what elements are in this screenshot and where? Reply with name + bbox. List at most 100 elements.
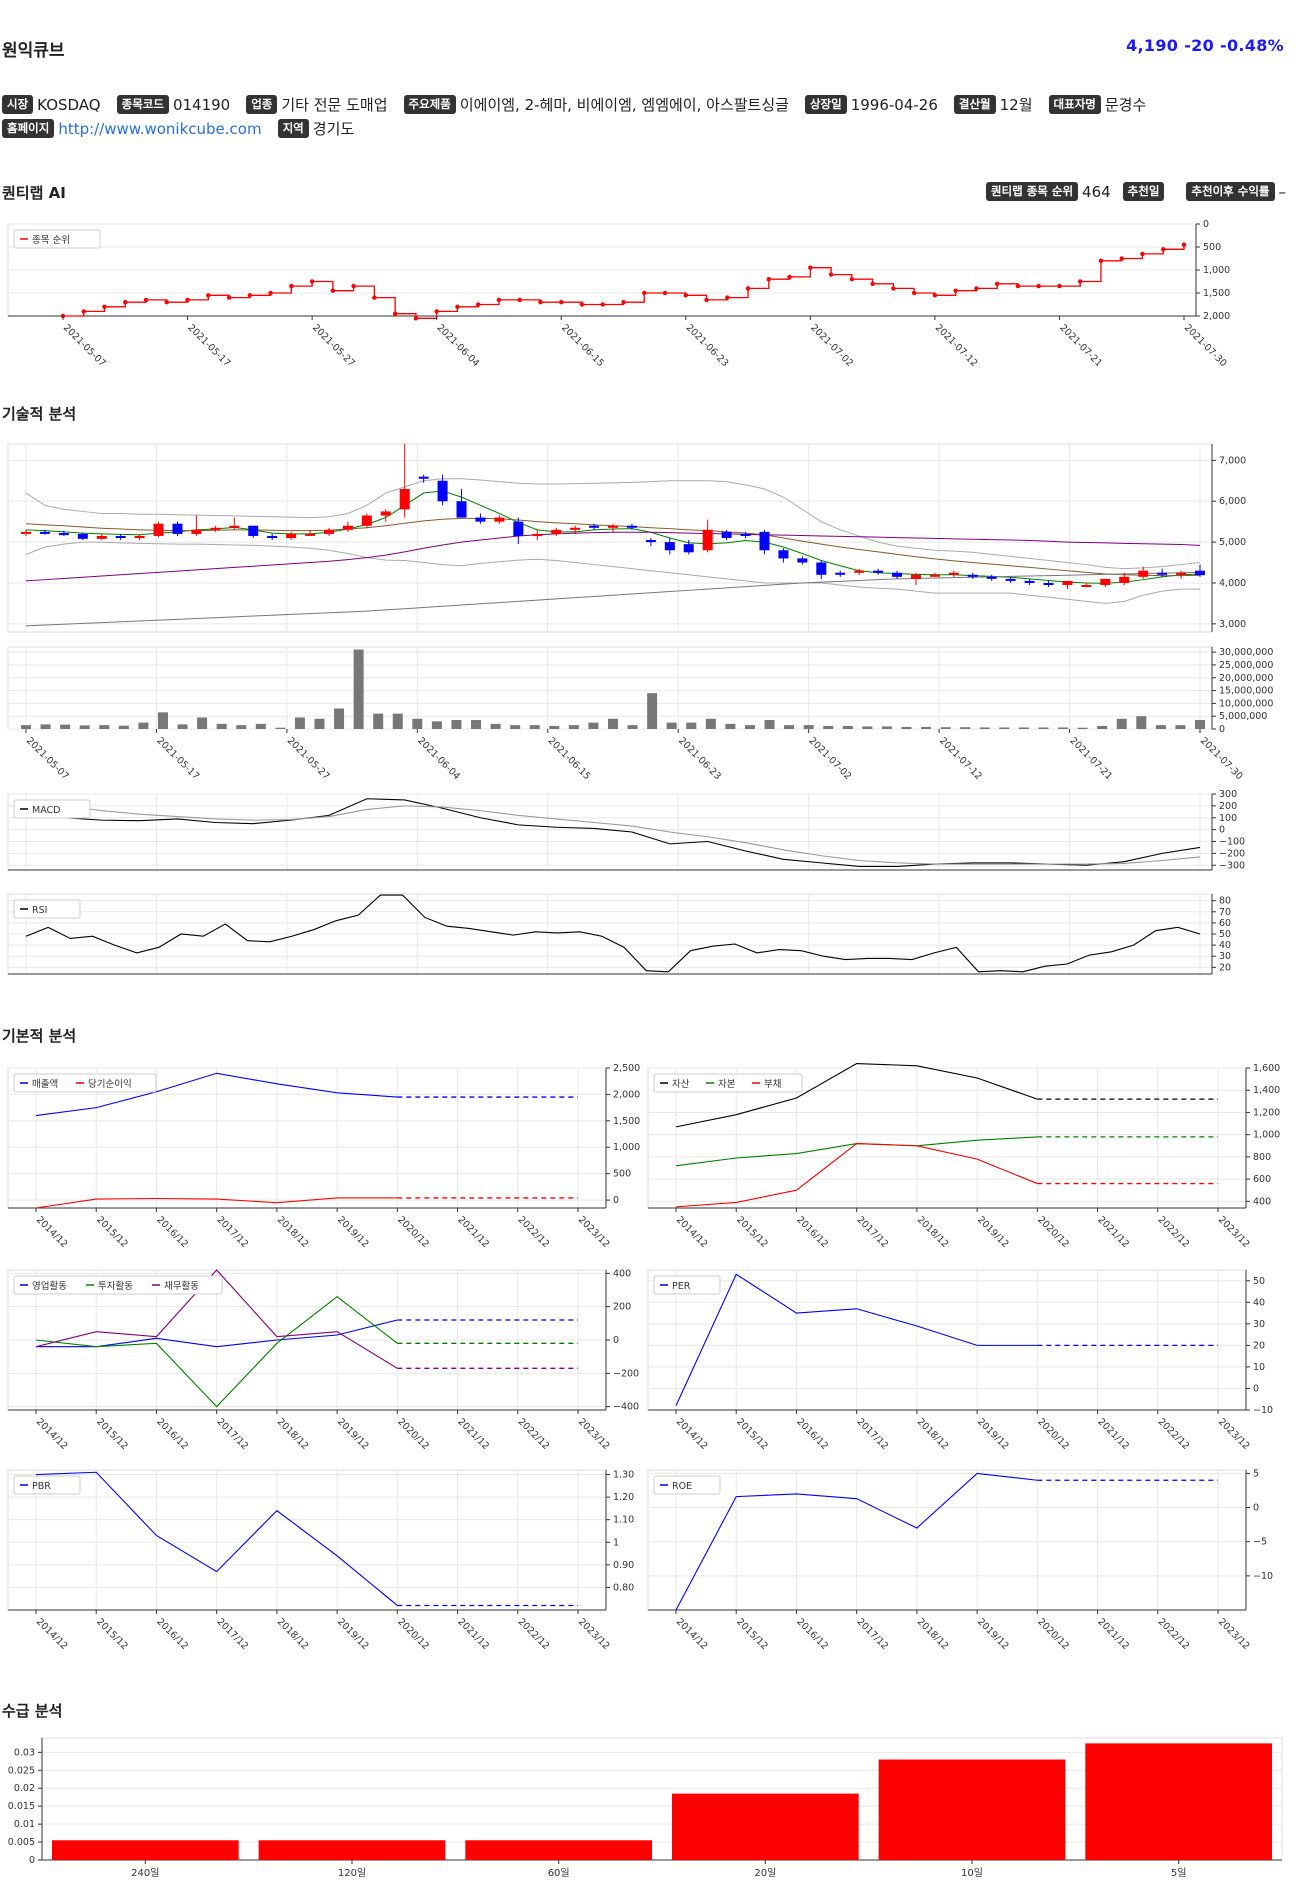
technical-title: 기술적 분석 <box>2 405 77 423</box>
per-x-label: 2014/12 <box>674 1416 710 1452</box>
volume-bar <box>1038 727 1049 729</box>
rank-point <box>974 286 979 291</box>
balance-y-tick-label: 400 <box>1253 1196 1271 1207</box>
per-x-label: 2023/12 <box>1216 1416 1252 1452</box>
per-y-tick-label: 0 <box>1253 1383 1259 1394</box>
candle-body <box>1024 580 1035 583</box>
volume-x-label: 2021-07-02 <box>807 735 854 782</box>
volume-bar <box>1136 716 1147 729</box>
candle-body <box>551 529 562 534</box>
rsi-y-tick-label: 40 <box>1219 940 1231 951</box>
sales-x-label: 2022/12 <box>516 1214 552 1250</box>
rank-point <box>932 293 938 298</box>
volume-bar <box>40 724 51 729</box>
candle-body <box>248 525 259 536</box>
rank-point <box>392 311 398 316</box>
sales-y-tick-label: 2,500 <box>613 1063 640 1074</box>
rank-point <box>164 300 169 305</box>
fiscal-tag: 결산월 <box>953 95 996 114</box>
volume-bar <box>784 725 795 729</box>
volume-x-label: 2021-06-15 <box>546 735 593 782</box>
sales-x-label: 2017/12 <box>215 1214 251 1250</box>
per-legend <box>653 1275 721 1295</box>
volume-bar <box>510 725 521 729</box>
rsi-series-line <box>25 894 1201 973</box>
balance-y-tick-label: 1,000 <box>1253 1130 1280 1141</box>
candle-body <box>1062 580 1073 585</box>
rank-point <box>1181 242 1187 247</box>
candle-body <box>191 529 202 534</box>
balance-x-label: 2019/12 <box>975 1214 1011 1250</box>
candle-body <box>589 525 600 528</box>
candle-body <box>683 544 694 553</box>
plot-frame <box>647 1469 1247 1611</box>
homepage-link[interactable]: http://www.wonikcube.com <box>58 119 262 138</box>
candle-body <box>645 540 656 543</box>
rank-point <box>330 288 336 293</box>
sales-x-label: 2018/12 <box>275 1214 311 1250</box>
cashflow-y-tick-label: −400 <box>613 1402 639 1413</box>
volume-bar <box>979 727 990 729</box>
volume-bar <box>921 726 932 729</box>
per-y-tick-label: 10 <box>1253 1362 1265 1373</box>
roe-x-label: 2022/12 <box>1156 1616 1192 1652</box>
cashflow-series-line <box>35 1269 398 1369</box>
rsi-y-tick-label: 80 <box>1219 896 1231 907</box>
plot-frame <box>41 1737 1283 1861</box>
macd-legend <box>13 799 91 819</box>
volume-bar <box>471 720 482 729</box>
rank-point <box>517 297 522 303</box>
rank-point <box>475 302 481 307</box>
balance-series-line <box>675 1063 1038 1128</box>
volume-bar <box>999 727 1010 729</box>
cashflow-x-label: 2023/12 <box>576 1416 612 1452</box>
cashflow-legend-label: 투자활동 <box>98 1280 133 1292</box>
per-x-label: 2018/12 <box>915 1416 951 1452</box>
volume-bar <box>608 718 618 729</box>
balance-x-label: 2018/12 <box>915 1214 951 1250</box>
supply-y-tick-label: 0 <box>29 1855 35 1866</box>
rsi-y-tick-label: 30 <box>1219 951 1231 962</box>
per-y-tick-label: 30 <box>1253 1319 1265 1330</box>
rsi-y-tick-label: 50 <box>1219 929 1231 940</box>
candle-body <box>456 501 467 518</box>
quantilab-title: 퀀티랩 AI <box>2 184 66 202</box>
pbr-y-tick-label: 1.30 <box>613 1470 634 1481</box>
macd-y-tick-label: 100 <box>1219 813 1237 824</box>
volume-x-label: 2021-07-12 <box>937 735 984 782</box>
roe-x-label: 2014/12 <box>674 1616 710 1652</box>
candle-body <box>115 535 126 538</box>
volume-bar <box>451 720 462 729</box>
price-bb-lower-line <box>25 541 1200 604</box>
rank-point <box>725 295 730 300</box>
volume-x-label: 2021-06-04 <box>415 735 462 782</box>
volume-bar <box>431 721 442 729</box>
volume-bar <box>588 722 599 729</box>
roe-y-tick-label: 5 <box>1253 1468 1259 1479</box>
roe-series-line <box>675 1472 1038 1611</box>
roe-x-label: 2016/12 <box>794 1616 830 1652</box>
rank-point <box>828 272 834 277</box>
pbr-y-tick-label: 0.90 <box>613 1560 634 1571</box>
volume-bar <box>255 723 266 729</box>
balance-x-label: 2021/12 <box>1095 1214 1131 1250</box>
pbr-series-line <box>35 1471 398 1606</box>
candle-body <box>532 533 543 536</box>
pbr-y-tick-label: 0.80 <box>613 1582 634 1593</box>
roe-x-label: 2015/12 <box>734 1616 770 1652</box>
candle-body <box>437 480 448 502</box>
macd-y-tick-label: 0 <box>1219 825 1225 836</box>
pbr-y-tick-label: 1.10 <box>613 1515 634 1526</box>
sales-legend-label: 매출액 <box>32 1078 58 1090</box>
rank-point <box>891 286 896 291</box>
volume-bar <box>568 725 579 729</box>
volume-bar <box>686 722 697 729</box>
sales-x-label: 2016/12 <box>154 1214 190 1250</box>
pbr-x-label: 2018/12 <box>275 1616 311 1652</box>
per-x-label: 2016/12 <box>794 1416 830 1452</box>
candle-body <box>759 531 770 551</box>
supply-y-tick-label: 0.005 <box>8 1837 35 1848</box>
balance-series-line <box>675 1142 1038 1208</box>
price-y-tick-label: 4,000 <box>1219 578 1246 589</box>
